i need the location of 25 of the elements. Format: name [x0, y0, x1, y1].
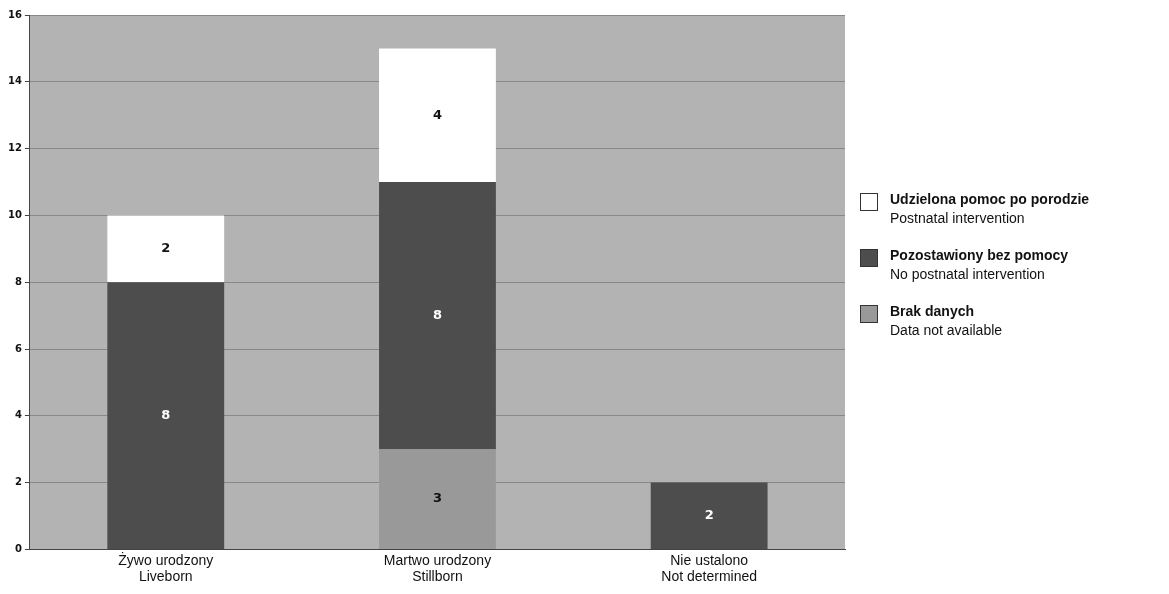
data-label: 8 [161, 406, 171, 422]
data-label: 2 [161, 240, 171, 256]
legend-label: Pozostawiony bez pomocy No postnatal intervention [890, 246, 1069, 282]
x-tick-label: Żywo urodzony Liveborn [118, 550, 214, 585]
data-label: 2 [704, 507, 714, 523]
y-tick-label: 10 [7, 208, 22, 220]
y-tick-label: 16 [7, 8, 22, 20]
legend-label: Brak danych Data not available [890, 302, 1003, 338]
y-tick-label: 0 [14, 542, 22, 554]
data-label: 3 [432, 490, 442, 506]
data-label: 8 [432, 306, 442, 322]
bar [379, 449, 496, 549]
bar [379, 48, 496, 182]
legend-label: Udzielona pomoc po porodzie Postnatal intervention [890, 190, 1090, 226]
x-tick-label: Nie ustalono Not determined [661, 551, 758, 585]
y-tick-label: 8 [14, 275, 22, 287]
x-tick-label: Martwo urodzony Stillborn [383, 551, 492, 585]
data-label: 4 [432, 106, 442, 122]
y-tick-label: 6 [14, 342, 22, 354]
y-tick-label: 2 [14, 476, 22, 488]
y-tick-label: 12 [7, 142, 22, 154]
y-tick-label: 14 [7, 75, 22, 87]
y-tick-label: 4 [14, 409, 22, 421]
bar [107, 215, 225, 283]
bar [379, 182, 496, 450]
